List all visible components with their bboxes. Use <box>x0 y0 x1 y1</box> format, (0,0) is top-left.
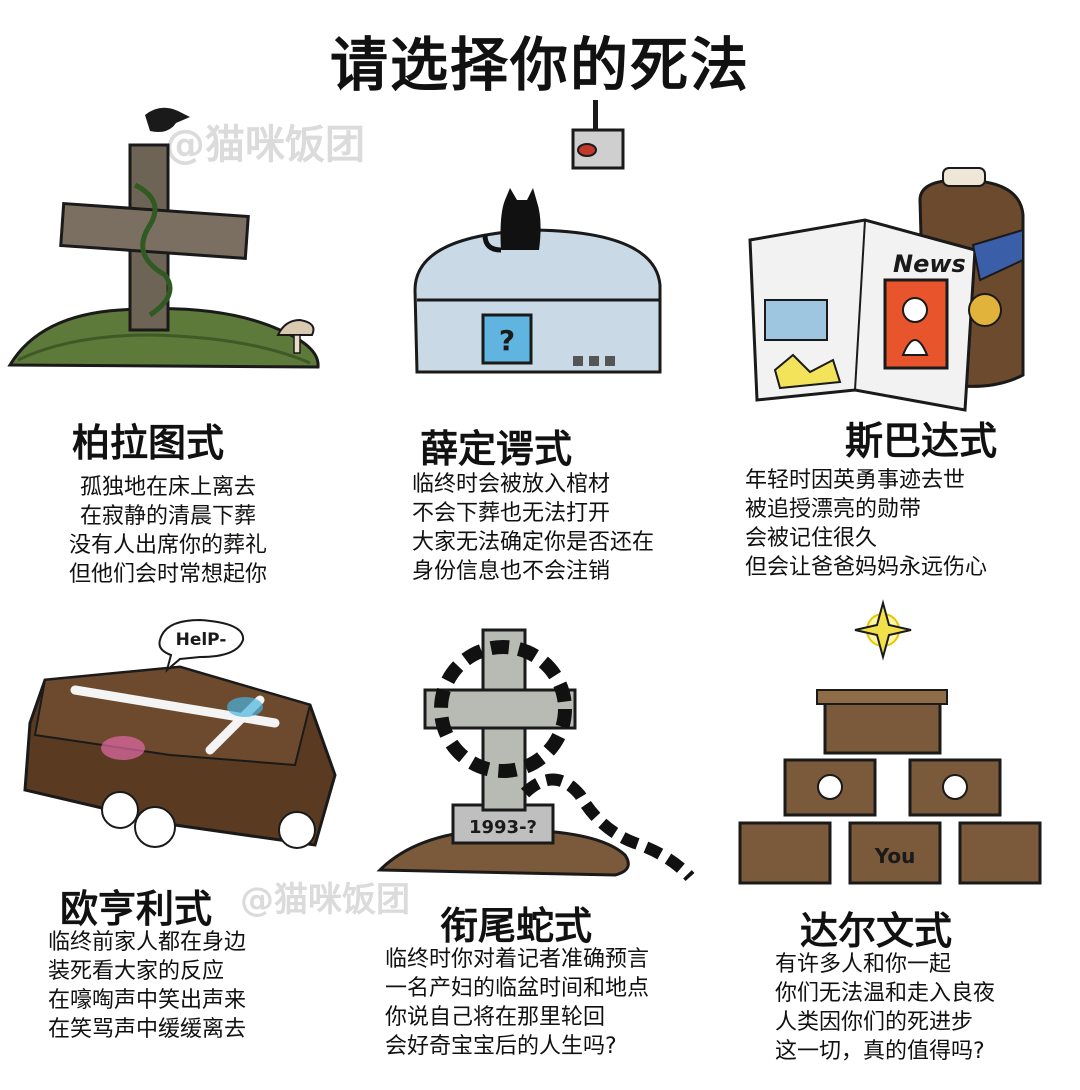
coffin-illustration: HelP- <box>23 618 337 849</box>
option-description-ohenry: 临终前家人都在身边 装死看大家的反应 在嚎啕声中笑出声来 在笑骂声中缓缓离去 <box>48 930 247 1042</box>
box-pyramid-illustration: You <box>738 599 1042 885</box>
box-cat-illustration: ? <box>413 100 662 374</box>
option-name-ohenry: 欧亨利式 <box>60 887 213 931</box>
tombstone-date: 1993-? <box>469 817 537 838</box>
watermark: @猫咪饭团 <box>240 880 410 920</box>
watermark: @猫咪饭团 <box>165 122 365 168</box>
option-description-darwin: 有许多人和你一起 你们无法温和走入良夜 人类因你们的死进步 这一切，真的值得吗? <box>775 952 996 1064</box>
newspaper-headline: News <box>893 250 966 278</box>
newspaper-medal-illustration: News <box>748 167 1025 412</box>
option-name-plato: 柏拉图式 <box>72 421 225 465</box>
help-bubble-text: HelP- <box>176 630 227 650</box>
grave-cross-illustration <box>7 107 320 369</box>
option-name-schrodinger: 薛定谔式 <box>420 427 573 471</box>
option-name-sparta: 斯巴达式 <box>845 419 998 463</box>
box-label: You <box>874 844 916 868</box>
option-description-plato: 孤独地在床上离去 在寂静的清晨下葬 没有人出席你的葬礼 但他们会时常想起你 <box>68 475 267 587</box>
tombstone-snake-illustration: 1993-? <box>376 628 695 882</box>
option-description-schrodinger: 临终时会被放入棺材 不会下葬也无法打开 大家无法确定你是否还在 身份信息也不会注销 <box>412 472 655 584</box>
option-description-ouroboros: 临终时你对着记者准确预言 一名产妇的临盆时间和地点 你说自己将在那里轮回 会好奇宝宝后… <box>385 947 650 1059</box>
option-description-sparta: 年轻时因英勇事迹去世 被追授漂亮的勋带 会被记住很久 但会让爸爸妈妈永远伤心 <box>745 468 988 580</box>
page-title: 请选择你的死法 <box>329 31 750 99</box>
option-name-darwin: 达尔文式 <box>800 909 953 953</box>
option-name-ouroboros: 衔尾蛇式 <box>440 904 593 948</box>
screen-mark: ? <box>499 324 515 357</box>
